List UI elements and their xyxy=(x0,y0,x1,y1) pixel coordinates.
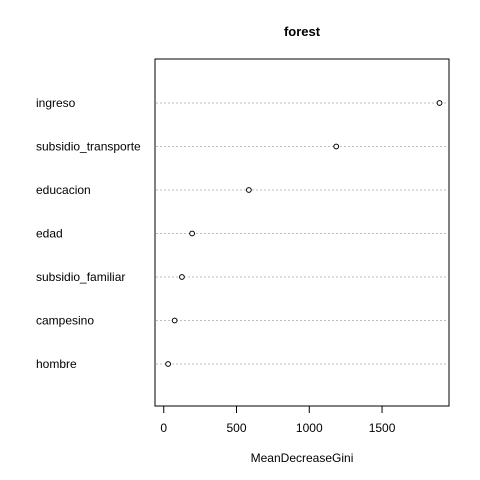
x-axis-label: MeanDecreaseGini xyxy=(251,451,354,465)
grid-lines xyxy=(156,102,448,365)
category-labels: ingreso subsidio_transporte educacion edad s… xyxy=(36,96,141,371)
category-label: campesino xyxy=(36,314,94,328)
category-label: hombre xyxy=(36,357,77,371)
category-label: subsidio_familiar xyxy=(36,270,125,284)
x-axis: 0 500 1000 1500 xyxy=(160,405,396,435)
data-points xyxy=(165,100,443,367)
x-tick-label: 500 xyxy=(226,421,246,435)
category-label: edad xyxy=(36,227,63,241)
category-label: subsidio_transporte xyxy=(36,140,141,154)
data-point xyxy=(171,317,178,324)
data-point xyxy=(165,361,171,367)
category-label: educacion xyxy=(36,183,91,197)
data-point xyxy=(436,100,443,106)
chart-title: forest xyxy=(284,24,321,39)
data-point xyxy=(333,143,340,150)
x-tick-label: 1000 xyxy=(296,421,323,435)
data-point xyxy=(245,187,252,193)
data-point xyxy=(189,230,196,237)
plot-frame xyxy=(154,58,450,407)
x-tick-label: 0 xyxy=(160,421,167,435)
category-label: ingreso xyxy=(36,96,76,110)
x-tick-label: 1500 xyxy=(369,421,396,435)
data-point xyxy=(179,274,185,280)
